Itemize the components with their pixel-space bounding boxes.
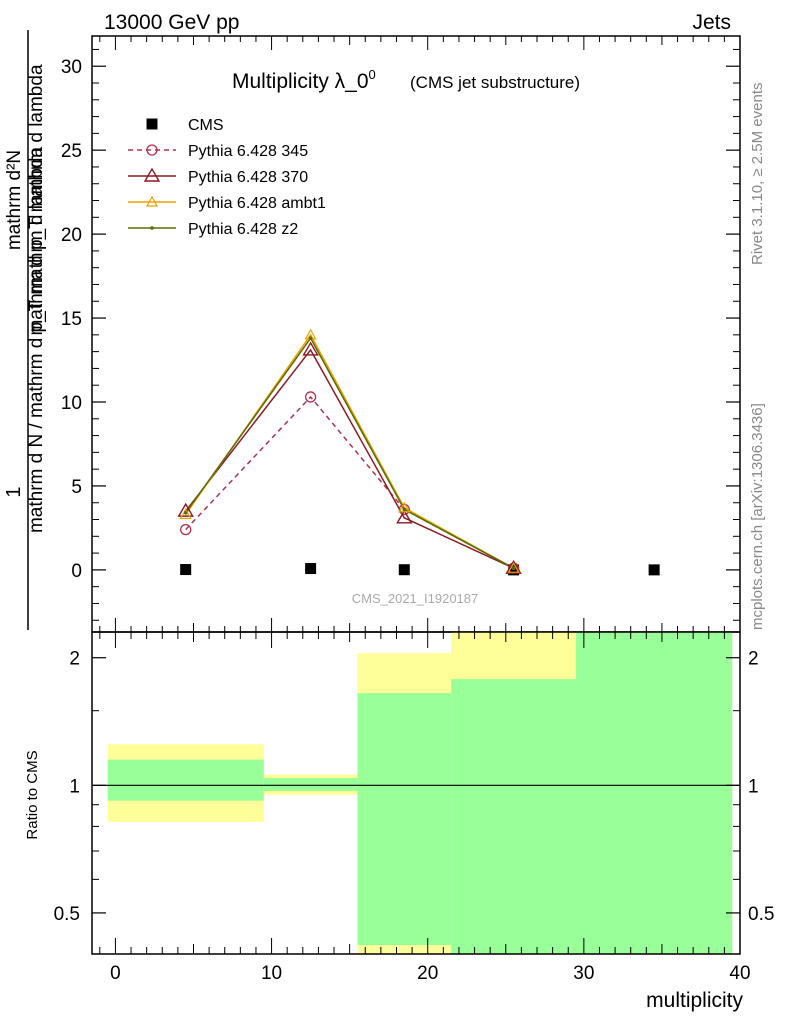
legend-label: Pythia 6.428 z2 bbox=[188, 221, 298, 238]
chart-subtitle: (CMS jet substructure) bbox=[410, 73, 580, 92]
data-point-series-4 bbox=[183, 511, 188, 515]
ratio-band-green bbox=[451, 679, 577, 954]
x-axis-label: multiplicity bbox=[646, 989, 743, 1012]
ratio-axis: 0.5 0.51 12 20 10 20 30 40 bbox=[54, 632, 774, 984]
main-ytick-label: 0 bbox=[71, 561, 82, 582]
analysis-watermark: CMS_2021_I1920187 bbox=[352, 591, 479, 606]
legend-label: Pythia 6.428 370 bbox=[188, 169, 308, 186]
ratio-ytick-label: 1 bbox=[69, 776, 80, 797]
ratio-band-green bbox=[576, 632, 733, 954]
ylabel-denominator: mathrm d N / mathrm d p_T mathrm d lambd… bbox=[26, 147, 47, 534]
data-point-series-1 bbox=[398, 503, 410, 516]
data-point-series-0 bbox=[305, 563, 317, 575]
legend-marker bbox=[146, 118, 158, 130]
data-point-series-4 bbox=[308, 336, 313, 340]
legend-marker bbox=[145, 195, 159, 207]
data-point-series-4 bbox=[402, 507, 407, 512]
series-line-4 bbox=[185, 336, 514, 569]
data-point-series-1 bbox=[180, 523, 192, 536]
data-point-series-1 bbox=[304, 391, 317, 403]
ratio-ytick-label-right: 2 bbox=[748, 649, 759, 670]
data-point-series-2 bbox=[302, 341, 319, 356]
ratio-bands bbox=[107, 632, 733, 954]
legend-label: Pythia 6.428 345 bbox=[188, 143, 308, 160]
data-point-series-4 bbox=[511, 566, 516, 571]
main-series-markers bbox=[177, 328, 660, 576]
legend-label: Pythia 6.428 ambt1 bbox=[188, 195, 326, 212]
series-line-2 bbox=[185, 348, 514, 569]
main-ytick-label: 30 bbox=[61, 57, 82, 78]
data-point-series-3 bbox=[507, 561, 520, 573]
ylabel-numerator: 1 bbox=[3, 486, 25, 497]
xtick-label: 40 bbox=[729, 963, 750, 984]
main-ytick-label: 10 bbox=[61, 393, 82, 414]
ratio-panel: 0.5 0.51 12 20 10 20 30 40 Ratio to CMS multipl… bbox=[24, 631, 774, 1012]
legend-marker bbox=[146, 144, 158, 156]
data-point-series-2 bbox=[396, 509, 413, 524]
data-point-series-3 bbox=[398, 501, 411, 513]
ratio-panel-frame bbox=[91, 631, 741, 955]
main-axis: 0 5 10 15 20 25 30 bbox=[61, 36, 741, 632]
data-point-series-0 bbox=[648, 564, 660, 576]
main-series-lines bbox=[185, 333, 514, 569]
ratio-ytick-label-right: 1 bbox=[748, 776, 759, 797]
ratio-ytick-label-right: 0.5 bbox=[748, 904, 774, 925]
data-point-series-0 bbox=[398, 564, 410, 576]
xtick-label: 30 bbox=[573, 963, 594, 984]
ratio-band-green bbox=[263, 778, 358, 791]
legend-label: CMS bbox=[188, 117, 224, 134]
series-line-3 bbox=[185, 333, 514, 569]
header-jets-label: Jets bbox=[692, 11, 731, 34]
ratio-band-green bbox=[107, 759, 264, 801]
main-ytick-label: 20 bbox=[61, 225, 82, 246]
ratio-ylabel: Ratio to CMS bbox=[24, 750, 41, 839]
data-point-series-0 bbox=[180, 564, 192, 576]
legend: CMS Pythia 6.428 345 Pythia 6.428 370 Pythi… bbox=[128, 117, 326, 238]
data-point-series-2 bbox=[505, 559, 522, 574]
data-point-series-3 bbox=[179, 508, 192, 520]
rivet-version-label: Rivet 3.1.10, ≥ 2.5M events bbox=[749, 83, 766, 266]
chart-title-main: Multiplicity λ_0 bbox=[232, 70, 369, 93]
main-ylabel: 1 mathrm d N / mathrm d p_T mathrm d lam… bbox=[3, 30, 47, 630]
ratio-band-green bbox=[357, 693, 452, 946]
main-ytick-label: 15 bbox=[61, 309, 82, 330]
data-point-series-2 bbox=[177, 502, 194, 517]
header-energy-label: 13000 GeV pp bbox=[104, 11, 239, 34]
xtick-label: 10 bbox=[261, 963, 282, 984]
main-ytick-label: 5 bbox=[71, 477, 82, 498]
ratio-ytick-label: 2 bbox=[69, 649, 80, 670]
ratio-ytick-label: 0.5 bbox=[54, 904, 80, 925]
legend-marker bbox=[143, 167, 161, 182]
xtick-label: 20 bbox=[417, 963, 438, 984]
chart-title: Multiplicity λ_00 bbox=[232, 67, 376, 93]
main-ytick-label: 25 bbox=[61, 141, 82, 162]
mcplots-label: mcplots.cern.ch [arXiv:1306.3436] bbox=[749, 403, 766, 630]
ylabel-fraction-bottom: mathrm d p_T mathrm d lambda bbox=[26, 64, 47, 335]
chart-title-sup: 0 bbox=[369, 67, 376, 82]
ylabel-fraction-top: mathrm d²N bbox=[4, 150, 25, 250]
legend-marker bbox=[150, 226, 154, 230]
xtick-label: 0 bbox=[110, 963, 121, 984]
